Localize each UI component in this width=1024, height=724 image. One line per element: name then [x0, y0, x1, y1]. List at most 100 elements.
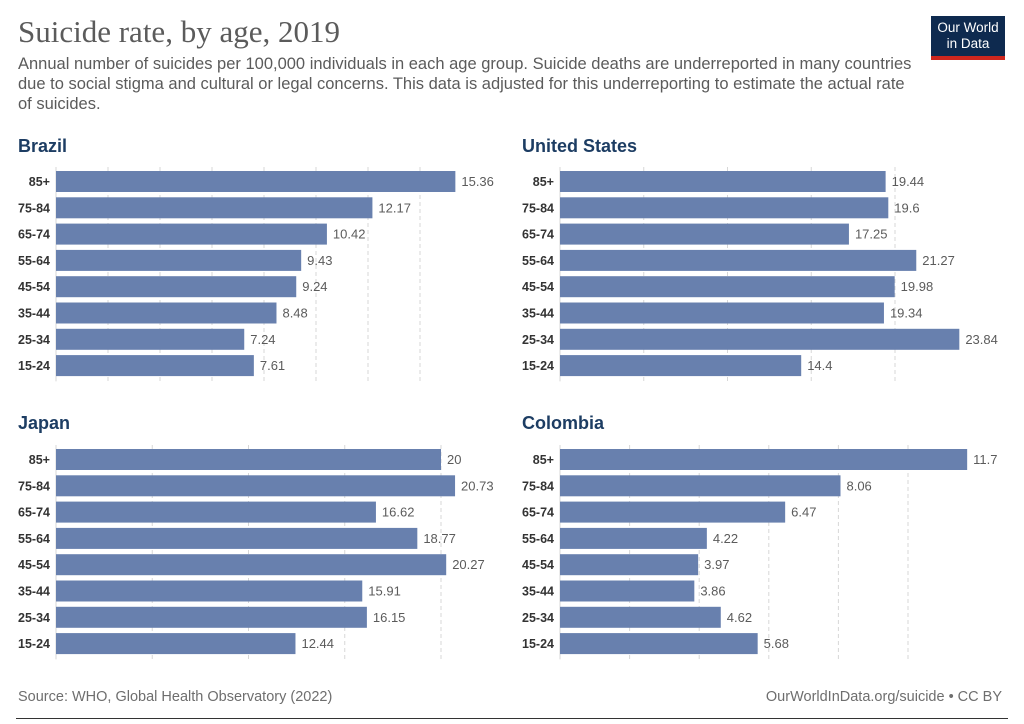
value-label: 12.17 — [378, 200, 411, 215]
bar — [56, 606, 367, 628]
bar — [560, 355, 802, 377]
bar — [56, 302, 277, 324]
panel-title-united-states: United States — [522, 136, 638, 156]
category-label: 75-84 — [522, 201, 554, 215]
bottom-divider — [16, 718, 1008, 719]
category-label: 65-74 — [18, 228, 50, 242]
category-label: 85+ — [29, 453, 50, 467]
value-label: 15.36 — [461, 174, 494, 189]
value-label: 5.68 — [764, 636, 789, 651]
bar — [56, 475, 456, 497]
category-label: 55-64 — [18, 532, 50, 546]
value-label: 4.62 — [727, 610, 752, 625]
category-label: 65-74 — [18, 506, 50, 520]
value-label: 20 — [447, 452, 461, 467]
bar — [56, 501, 376, 523]
value-label: 10.42 — [333, 227, 366, 242]
value-label: 9.24 — [302, 279, 327, 294]
bar — [560, 606, 721, 628]
source-note: Source: WHO, Global Health Observatory (… — [18, 689, 333, 705]
page-title: Suicide rate, by age, 2019 — [18, 14, 340, 49]
bar — [56, 171, 456, 192]
bar — [560, 223, 849, 245]
value-label: 19.44 — [892, 174, 925, 189]
category-label: 35-44 — [18, 585, 50, 599]
chart-panel-japan: 85+ 20 75-84 20.73 65-74 16.62 55-64 18.77 45-54… — [18, 445, 494, 660]
bar — [560, 501, 786, 523]
category-label: 85+ — [533, 453, 554, 467]
bar — [560, 527, 707, 549]
category-label: 55-64 — [18, 254, 50, 268]
bar — [560, 249, 917, 271]
category-label: 55-64 — [522, 254, 554, 268]
bar — [56, 633, 296, 655]
bar — [56, 223, 327, 245]
bar — [56, 249, 302, 271]
bar — [56, 355, 254, 377]
bar — [56, 197, 373, 219]
category-label: 15-24 — [18, 359, 50, 373]
owid-logo[interactable]: Our World in Data — [931, 16, 1005, 60]
bar — [56, 580, 363, 602]
value-label: 4.22 — [713, 531, 738, 546]
value-label: 8.48 — [282, 306, 307, 321]
value-label: 20.27 — [452, 557, 485, 572]
bar — [56, 449, 441, 470]
value-label: 16.62 — [382, 505, 415, 520]
value-label: 21.27 — [922, 253, 955, 268]
category-label: 75-84 — [18, 479, 50, 493]
value-label: 9.43 — [307, 253, 332, 268]
value-label: 8.06 — [846, 478, 871, 493]
value-label: 23.84 — [965, 332, 998, 347]
bar — [56, 328, 245, 350]
bar — [560, 328, 960, 350]
value-label: 11.7 — [973, 452, 997, 467]
category-label: 45-54 — [18, 558, 50, 572]
chart-panel-brazil: 85+ 15.36 75-84 12.17 65-74 10.42 55-64 9.43 45-… — [18, 167, 494, 382]
bar — [560, 633, 758, 655]
bar — [56, 276, 297, 298]
category-label: 15-24 — [522, 637, 554, 651]
category-label: 85+ — [29, 175, 50, 189]
bar — [560, 475, 841, 497]
bar — [560, 554, 699, 576]
value-label: 16.15 — [373, 610, 406, 625]
value-label: 14.4 — [807, 358, 832, 373]
category-label: 35-44 — [522, 585, 554, 599]
panel-title-japan: Japan — [18, 413, 71, 433]
value-label: 19.6 — [894, 200, 919, 215]
value-label: 19.34 — [890, 306, 923, 321]
bar — [56, 527, 418, 549]
category-label: 25-34 — [522, 611, 554, 625]
category-label: 25-34 — [18, 333, 50, 347]
category-label: 45-54 — [522, 280, 554, 294]
category-label: 55-64 — [522, 532, 554, 546]
panel-title-colombia: Colombia — [522, 413, 605, 433]
category-label: 65-74 — [522, 506, 554, 520]
category-label: 25-34 — [18, 611, 50, 625]
bar — [560, 302, 884, 324]
value-label: 6.47 — [791, 505, 816, 520]
bar — [560, 276, 895, 298]
value-label: 3.86 — [700, 584, 725, 599]
value-label: 12.44 — [301, 636, 334, 651]
bar — [560, 197, 889, 219]
category-label: 45-54 — [18, 280, 50, 294]
bar — [560, 171, 886, 192]
chart-panel-colombia: 85+ 11.7 75-84 8.06 65-74 6.47 55-64 4.22 45-54 3… — [522, 445, 998, 660]
credit-link[interactable]: OurWorldInData.org/suicide • CC BY — [765, 689, 1002, 705]
value-label: 7.61 — [260, 358, 285, 373]
category-label: 75-84 — [522, 479, 554, 493]
category-label: 25-34 — [522, 333, 554, 347]
category-label: 85+ — [533, 175, 554, 189]
value-label: 17.25 — [855, 227, 888, 242]
logo-line-2: in Data — [946, 36, 990, 51]
chart-panel-united-states: 85+ 19.44 75-84 19.6 65-74 17.25 55-64 21.27 45-… — [522, 167, 998, 382]
value-label: 20.73 — [461, 478, 494, 493]
category-label: 15-24 — [18, 637, 50, 651]
bar — [56, 554, 447, 576]
value-label: 19.98 — [901, 279, 934, 294]
panel-title-brazil: Brazil — [18, 136, 68, 156]
category-label: 45-54 — [522, 558, 554, 572]
